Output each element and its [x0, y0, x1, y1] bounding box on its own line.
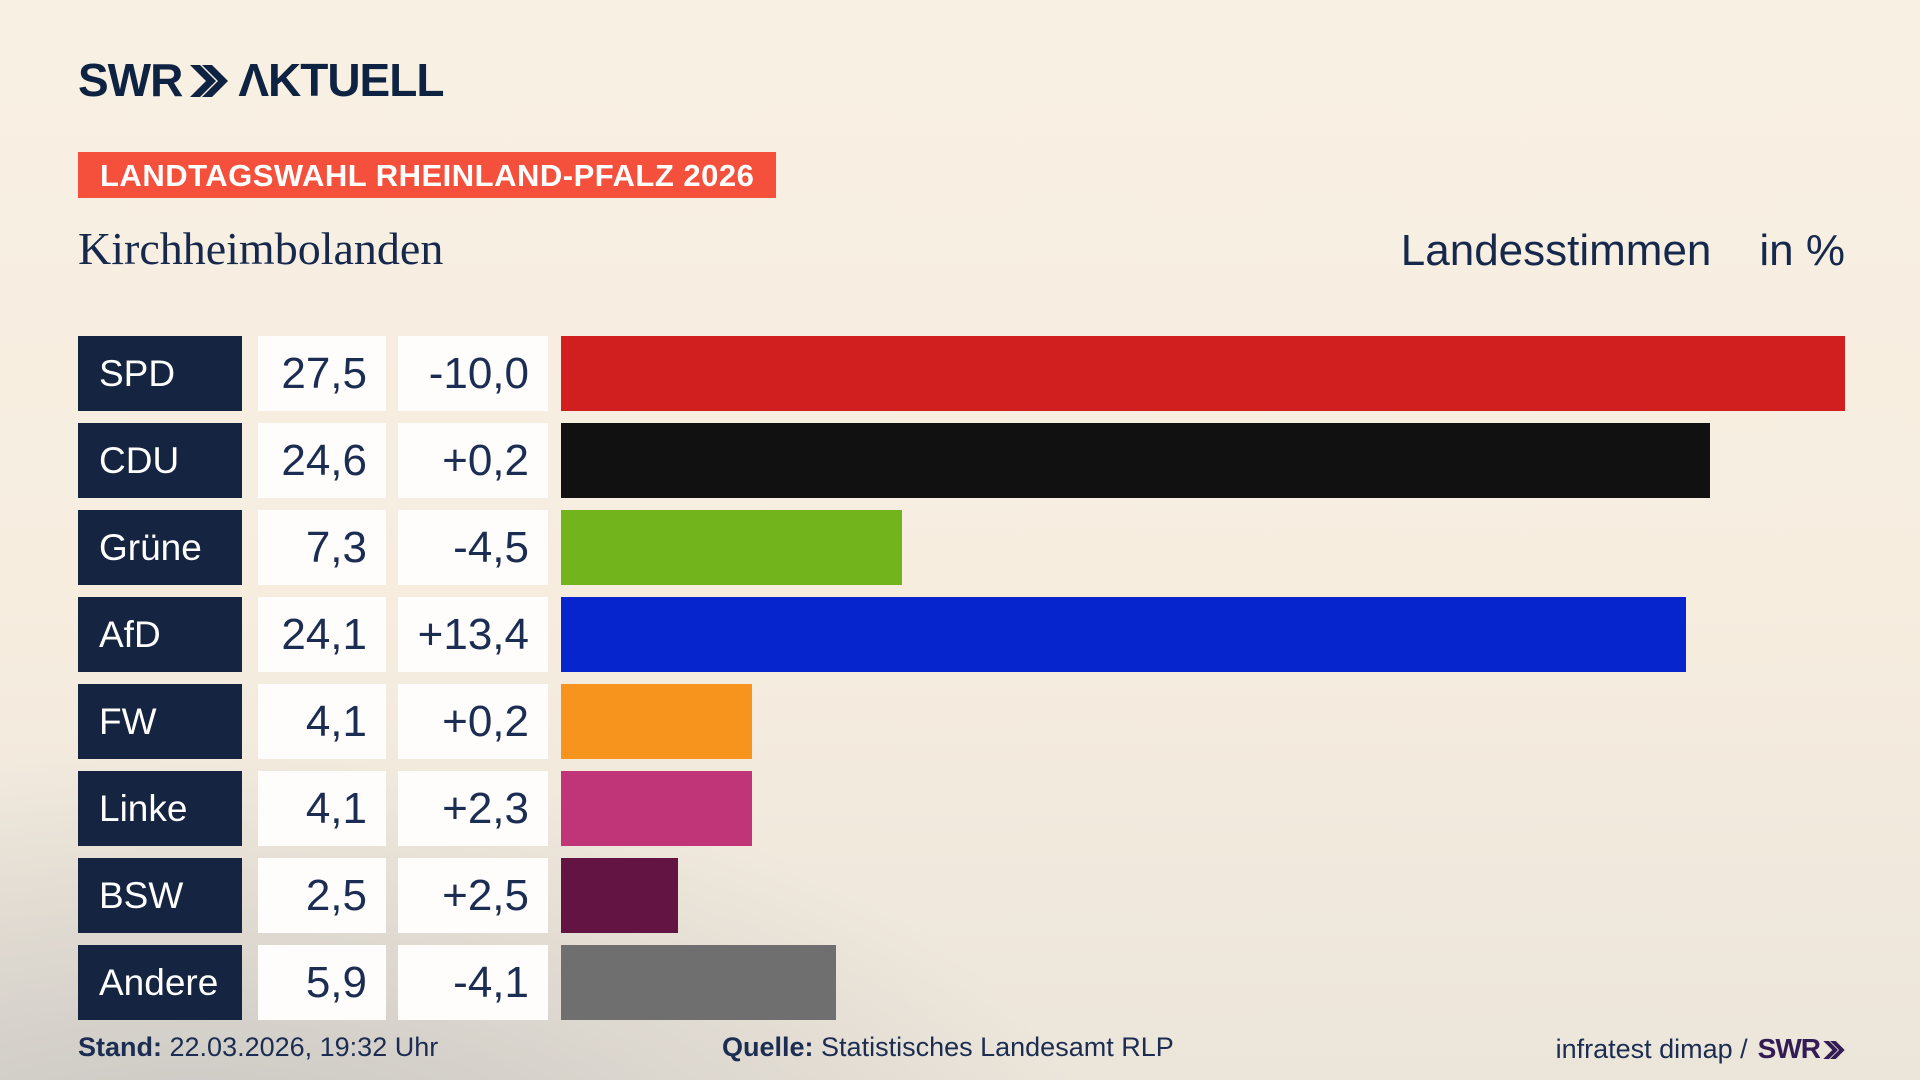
party-bar: [561, 597, 1687, 672]
party-bar: [561, 945, 837, 1020]
party-value: 24,1: [258, 597, 386, 672]
bar-track: [561, 858, 1845, 933]
party-bar: [561, 336, 1845, 411]
party-change: +13,4: [398, 597, 548, 672]
party-change: +0,2: [398, 684, 548, 759]
party-bar: [561, 510, 902, 585]
bar-track: [561, 684, 1845, 759]
party-value: 7,3: [258, 510, 386, 585]
stand-timestamp: Stand: 22.03.2026, 19:32 Uhr: [78, 1032, 438, 1063]
aktuell-logo-text: ΛKTUELL: [238, 54, 444, 106]
party-bar: [561, 684, 753, 759]
chart-row: Andere 5,9 -4,1: [0, 945, 1920, 1020]
credit-double-chevron-icon: [1823, 1034, 1845, 1066]
party-value: 5,9: [258, 945, 386, 1020]
party-bar: [561, 423, 1710, 498]
party-change: -4,1: [398, 945, 548, 1020]
stand-label: Stand:: [78, 1032, 162, 1062]
region-title: Kirchheimbolanden: [78, 223, 444, 274]
party-label: SPD: [78, 336, 242, 411]
party-change: +2,5: [398, 858, 548, 933]
measure-label: Landesstimmen: [1400, 226, 1712, 275]
bar-track: [561, 771, 1845, 846]
bar-track: [561, 510, 1845, 585]
party-label: Grüne: [78, 510, 242, 585]
chart-row: CDU 24,6 +0,2: [0, 423, 1920, 498]
credit-prefix: infratest dimap /: [1555, 1033, 1748, 1064]
footer: Stand: 22.03.2026, 19:32 Uhr Quelle: Sta…: [0, 1032, 1920, 1072]
swr-logo-text: SWR: [78, 54, 183, 106]
party-value: 27,5: [258, 336, 386, 411]
double-chevron-icon: [190, 54, 229, 108]
unit-label: in %: [1759, 226, 1845, 275]
party-label: Linke: [78, 771, 242, 846]
party-label: BSW: [78, 858, 242, 933]
credit-swr-logo: SWR: [1758, 1032, 1845, 1066]
party-change: -4,5: [398, 510, 548, 585]
party-label: Andere: [78, 945, 242, 1020]
party-value: 2,5: [258, 858, 386, 933]
chart-row: Grüne 7,3 -4,5: [0, 510, 1920, 585]
bar-track: [561, 336, 1845, 411]
election-banner: LANDTAGSWAHL RHEINLAND-PFALZ 2026: [78, 152, 777, 198]
party-change: -10,0: [398, 336, 548, 411]
chart-row: AfD 24,1 +13,4: [0, 597, 1920, 672]
chart-row: SPD 27,5 -10,0: [0, 336, 1920, 411]
measure-title: Landesstimmen in %: [1401, 226, 1845, 276]
party-value: 24,6: [258, 423, 386, 498]
source-note: Quelle: Statistisches Landesamt RLP: [722, 1032, 1174, 1063]
party-label: AfD: [78, 597, 242, 672]
stand-value: 22.03.2026, 19:32 Uhr: [169, 1032, 439, 1062]
chart-row: Linke 4,1 +2,3: [0, 771, 1920, 846]
party-label: FW: [78, 684, 242, 759]
party-change: +2,3: [398, 771, 548, 846]
party-value: 4,1: [258, 684, 386, 759]
bar-track: [561, 423, 1845, 498]
party-label: CDU: [78, 423, 242, 498]
credit-swr-text: SWR: [1757, 1033, 1821, 1064]
party-bar: [561, 858, 678, 933]
party-value: 4,1: [258, 771, 386, 846]
chart-row: BSW 2,5 +2,5: [0, 858, 1920, 933]
party-change: +0,2: [398, 423, 548, 498]
quelle-label: Quelle:: [722, 1032, 814, 1062]
credit: infratest dimap / SWR: [1556, 1032, 1845, 1066]
chart-row: FW 4,1 +0,2: [0, 684, 1920, 759]
bar-track: [561, 945, 1845, 1020]
bar-track: [561, 597, 1845, 672]
swr-aktuell-logo: SWR ΛKTUELL: [78, 52, 444, 108]
quelle-value: Statistisches Landesamt RLP: [821, 1032, 1174, 1062]
party-bar: [561, 771, 753, 846]
